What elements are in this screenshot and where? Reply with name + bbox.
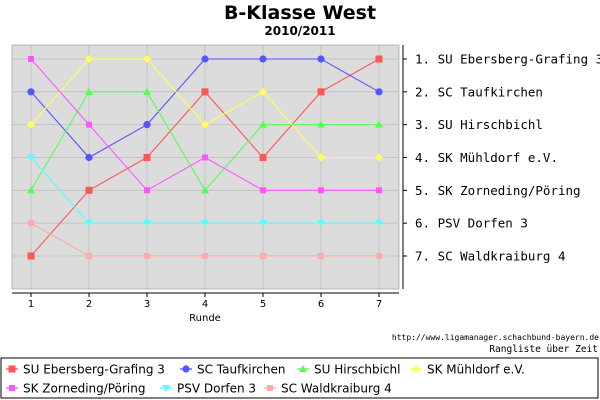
x-tick-label: 1 — [28, 299, 34, 310]
rank-labels: 1. SU Ebersberg-Grafing 3 2. SC Taufkirch… — [415, 52, 600, 264]
data-point — [27, 186, 35, 194]
data-point — [143, 87, 151, 95]
legend-swatch-marker — [162, 385, 170, 392]
data-point — [27, 154, 35, 162]
data-point — [259, 55, 267, 63]
data-point — [201, 220, 209, 228]
legend-label: SU Ebersberg-Grafing 3 — [23, 363, 165, 377]
data-point — [317, 120, 325, 128]
data-point — [143, 153, 151, 161]
data-point — [27, 120, 35, 129]
legend-label: PSV Dorfen 3 — [177, 382, 256, 396]
data-point — [259, 220, 267, 228]
x-tick-labels: 1 2 3 4 5 6 7 — [28, 299, 382, 310]
axes — [12, 45, 407, 297]
legend-swatch-marker — [8, 365, 16, 373]
data-point — [260, 252, 266, 259]
data-point — [201, 55, 209, 63]
data-point — [317, 153, 325, 162]
series-markers — [27, 55, 383, 260]
legend-swatch-marker — [299, 365, 307, 372]
source-url: http://www.ligamanager.schachbund-bayern… — [392, 333, 599, 342]
rank-label: 1. SU Ebersberg-Grafing 3 — [415, 52, 600, 67]
legend-entries: SU Ebersberg-Grafing 3 SC Taufkirchen SU H… — [6, 363, 525, 396]
data-point — [143, 121, 151, 129]
legend-swatch-marker — [182, 365, 190, 373]
data-point — [27, 88, 35, 96]
rank-label: 2. SC Taufkirchen — [415, 84, 543, 99]
data-point — [375, 55, 383, 63]
legend: SU Ebersberg-Grafing 3 SC Taufkirchen SU H… — [0, 357, 599, 399]
data-point — [28, 56, 34, 62]
data-point — [85, 55, 93, 63]
data-point — [317, 88, 325, 96]
x-tick-label: 4 — [202, 299, 208, 310]
data-point — [85, 186, 93, 194]
data-point — [376, 252, 382, 259]
x-tick-label: 3 — [144, 299, 150, 310]
x-axis-label: Runde — [189, 313, 221, 324]
data-point — [318, 187, 324, 194]
legend-label: SC Taufkirchen — [197, 363, 285, 377]
data-point — [85, 220, 93, 228]
x-tick-label: 7 — [376, 299, 382, 310]
x-tick-label: 2 — [86, 299, 92, 310]
chart-subtitle: 2010/2011 — [264, 24, 335, 38]
legend-swatch-marker — [267, 385, 273, 391]
legend-label: SC Waldkraiburg 4 — [281, 382, 392, 396]
plot-area — [11, 44, 400, 290]
data-point — [375, 153, 383, 162]
data-point — [260, 187, 266, 194]
data-point — [85, 153, 93, 162]
data-point — [376, 187, 382, 194]
data-point — [201, 88, 209, 96]
rank-label: 4. SK Mühldorf e.V. — [415, 150, 558, 165]
data-point — [144, 252, 150, 259]
legend-swatch-marker — [9, 385, 15, 391]
data-point — [317, 220, 325, 228]
data-point — [259, 120, 267, 128]
legend-label: SK Mühldorf e.V. — [427, 363, 525, 377]
data-point — [144, 187, 150, 194]
data-point — [259, 153, 267, 161]
data-point — [375, 120, 383, 128]
rank-label: 3. SU Hirschbichl — [415, 117, 543, 132]
data-point — [201, 186, 209, 194]
data-point — [143, 220, 151, 228]
data-point — [375, 88, 383, 96]
x-tick-label: 5 — [260, 299, 266, 310]
chart-title: B-Klasse West — [224, 2, 376, 24]
data-point — [85, 87, 93, 95]
data-point — [143, 55, 151, 63]
footer-note: Rangliste über Zeit — [489, 344, 598, 355]
data-point — [28, 220, 34, 227]
rank-label: 6. PSV Dorfen 3 — [415, 216, 528, 231]
data-point — [202, 154, 208, 161]
data-point — [375, 220, 383, 228]
legend-box — [0, 357, 599, 399]
legend-label: SU Hirschbichl — [314, 363, 400, 377]
data-point — [202, 252, 208, 259]
rank-label: 5. SK Zorneding/Pöring — [415, 183, 581, 198]
legend-label: SK Zorneding/Pöring — [23, 382, 145, 396]
data-point — [86, 252, 92, 259]
data-point — [259, 87, 267, 96]
legend-swatch-marker — [412, 365, 420, 373]
x-tick-label: 6 — [318, 299, 324, 310]
data-point — [201, 120, 209, 129]
rank-label: 7. SC Waldkraiburg 4 — [415, 248, 566, 263]
data-point — [317, 55, 325, 63]
data-point — [27, 252, 35, 260]
data-point — [86, 121, 92, 128]
data-point — [318, 252, 324, 259]
plot-background — [11, 44, 400, 290]
